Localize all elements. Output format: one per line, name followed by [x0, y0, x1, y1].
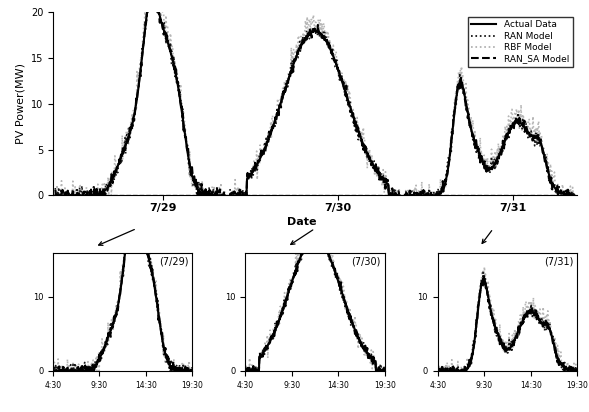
Y-axis label: PV Power(MW): PV Power(MW) [15, 63, 25, 144]
Text: (7/30): (7/30) [351, 256, 380, 266]
Text: (7/31): (7/31) [544, 256, 573, 266]
Legend: Actual Data, RAN Model, RBF Model, RAN_SA Model: Actual Data, RAN Model, RBF Model, RAN_S… [468, 17, 573, 67]
Text: Date: Date [287, 217, 317, 227]
Text: (7/29): (7/29) [159, 256, 188, 266]
